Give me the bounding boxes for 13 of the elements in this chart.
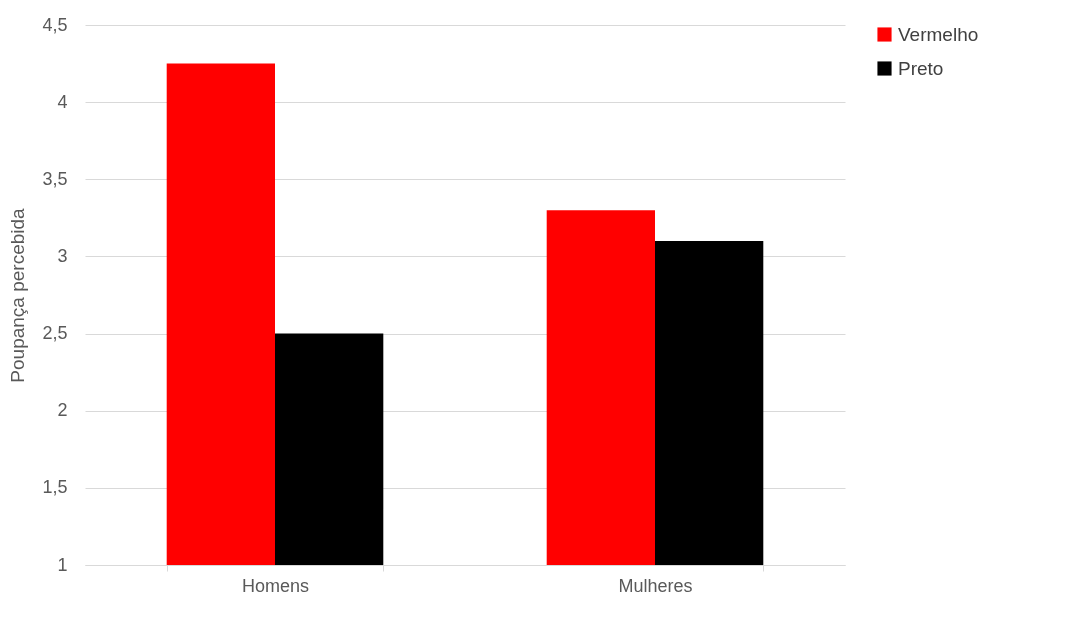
y-tick-label: 4 [57, 91, 68, 112]
y-tick-label: 2,5 [42, 323, 68, 344]
x-tick-label: Mulheres [618, 575, 693, 596]
y-tick-label: 2 [57, 400, 68, 421]
y-tick-label: 1,5 [42, 477, 68, 498]
y-tick-label: 3,5 [42, 168, 68, 189]
y-axis-title: Poupança percebida [7, 207, 29, 383]
y-tick-label: 1 [57, 554, 68, 575]
y-tick-label: 4,5 [42, 14, 68, 35]
y-tick-label: 3 [57, 245, 68, 266]
x-tick-label: Homens [241, 575, 310, 596]
legend-label: Preto [898, 57, 944, 79]
legend-label: Vermelho [898, 23, 979, 45]
